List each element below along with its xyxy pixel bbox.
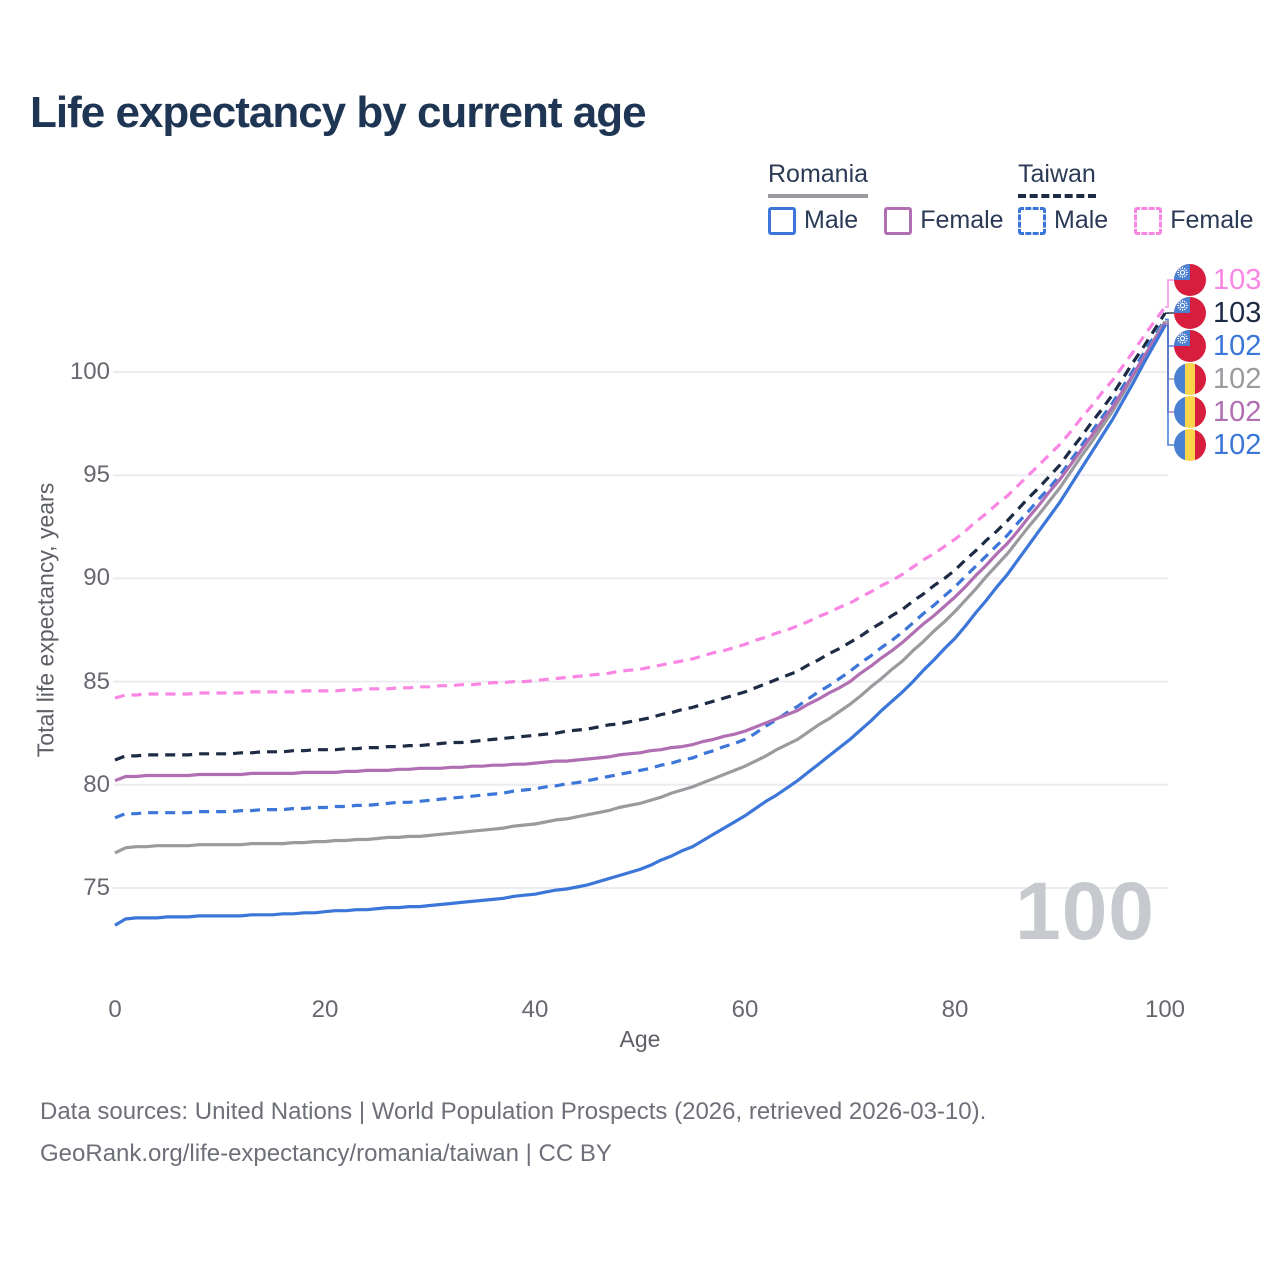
romania-flag-icon bbox=[1174, 396, 1206, 428]
data-sources-text: Data sources: United Nations | World Pop… bbox=[40, 1098, 987, 1125]
series-line-ro_female[interactable] bbox=[114, 322, 1167, 783]
end-label-connector-ro_both bbox=[1165, 320, 1174, 380]
legend-group-taiwan: Taiwan Male Female bbox=[1018, 160, 1254, 235]
end-label-connector-ro_female bbox=[1165, 322, 1174, 413]
legend-item-label: Female bbox=[920, 206, 1004, 234]
y-tick-90: 90 bbox=[83, 564, 110, 592]
end-label-value: 102 bbox=[1213, 363, 1262, 395]
taiwan-flag-icon bbox=[1174, 330, 1206, 362]
legend-item-romania-male[interactable]: Male bbox=[768, 206, 858, 235]
legend-item-taiwan-male[interactable]: Male bbox=[1018, 206, 1108, 235]
end-label-connector-ro_male bbox=[1165, 324, 1174, 446]
x-tick-40: 40 bbox=[521, 996, 549, 1023]
end-label-value: 103 bbox=[1213, 297, 1262, 329]
end-label-value: 102 bbox=[1213, 396, 1262, 428]
end-label-tw_both: 103 bbox=[1174, 297, 1261, 329]
legend-item-label: Male bbox=[804, 206, 859, 234]
y-tick-80: 80 bbox=[83, 770, 110, 798]
legend-header-taiwan[interactable]: Taiwan bbox=[1018, 160, 1096, 198]
x-tick-100: 100 bbox=[1144, 996, 1186, 1023]
end-label-value: 102 bbox=[1213, 429, 1262, 461]
romania-flag-icon bbox=[1174, 363, 1206, 395]
legend-item-taiwan-female[interactable]: Female bbox=[1134, 206, 1254, 235]
x-tick-80: 80 bbox=[941, 996, 969, 1023]
x-tick-60: 60 bbox=[731, 996, 759, 1023]
end-label-ro_male: 102 bbox=[1174, 429, 1261, 461]
solid-line-swatch-icon bbox=[884, 206, 913, 235]
end-label-ro_female: 102 bbox=[1174, 396, 1261, 428]
taiwan-flag-icon bbox=[1174, 264, 1206, 296]
age-watermark: 100 bbox=[1015, 866, 1155, 957]
series-line-ro_both[interactable] bbox=[114, 320, 1167, 855]
legend-item-label: Male bbox=[1054, 206, 1109, 234]
legend-header-romania[interactable]: Romania bbox=[768, 160, 869, 198]
y-tick-85: 85 bbox=[83, 667, 110, 695]
taiwan-flag-icon bbox=[1174, 297, 1206, 329]
series-line-ro_male[interactable] bbox=[114, 324, 1167, 927]
series-line-tw_both[interactable] bbox=[114, 312, 1167, 762]
solid-line-swatch-icon bbox=[768, 206, 796, 235]
dashed-line-swatch-icon bbox=[1018, 206, 1046, 235]
end-label-tw_male: 102 bbox=[1174, 330, 1261, 362]
dashed-line-swatch-icon bbox=[1134, 206, 1163, 235]
x-tick-0: 0 bbox=[108, 996, 122, 1023]
y-tick-100: 100 bbox=[69, 358, 110, 385]
y-axis-title: Total life expectancy, years bbox=[32, 482, 59, 758]
y-tick-95: 95 bbox=[83, 461, 110, 489]
end-label-ro_both: 102 bbox=[1174, 363, 1261, 395]
legend-group-romania: Romania Male Female bbox=[768, 160, 1004, 235]
romania-flag-icon bbox=[1174, 429, 1206, 461]
legend-item-romania-female[interactable]: Female bbox=[884, 206, 1004, 235]
page-title: Life expectancy by current age bbox=[30, 88, 647, 137]
end-label-value: 102 bbox=[1213, 330, 1262, 362]
end-label-connector-tw_female bbox=[1165, 279, 1174, 308]
attribution-link[interactable]: GeoRank.org/life-expectancy/romania/taiw… bbox=[40, 1140, 612, 1167]
end-label-tw_female: 103 bbox=[1174, 264, 1261, 296]
legend-item-label: Female bbox=[1170, 206, 1254, 234]
series-line-tw_male[interactable] bbox=[114, 318, 1167, 820]
series-line-tw_female[interactable] bbox=[114, 306, 1167, 700]
x-axis-title: Age bbox=[619, 1026, 661, 1052]
y-tick-75: 75 bbox=[83, 874, 110, 901]
end-label-value: 103 bbox=[1213, 264, 1262, 296]
x-tick-20: 20 bbox=[311, 996, 339, 1023]
